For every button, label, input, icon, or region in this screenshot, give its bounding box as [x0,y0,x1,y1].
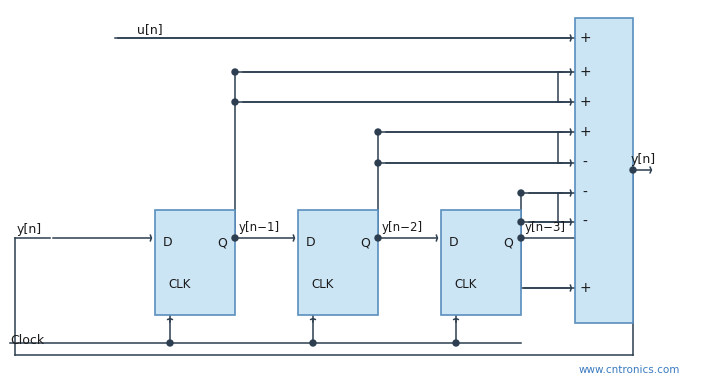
Text: +: + [579,65,591,79]
Circle shape [630,167,636,173]
Circle shape [518,190,524,196]
Text: y[n]: y[n] [630,152,656,165]
Text: u[n]: u[n] [137,24,162,37]
Text: y[n−3]: y[n−3] [525,221,566,234]
Text: +: + [579,31,591,45]
Text: -: - [582,186,587,200]
Text: D: D [449,237,459,250]
Bar [575,18,633,323]
Text: -: - [582,156,587,170]
Text: CLK: CLK [168,279,191,291]
Bar [441,210,521,315]
Bar [155,210,235,315]
Circle shape [518,235,524,241]
Text: -: - [582,215,587,229]
Text: CLK: CLK [311,279,333,291]
Text: CLK: CLK [454,279,477,291]
Text: D: D [306,237,316,250]
Circle shape [375,235,381,241]
Text: +: + [579,95,591,109]
Text: www.cntronics.com: www.cntronics.com [579,365,680,375]
Text: Q: Q [503,237,513,250]
Circle shape [232,99,238,105]
Circle shape [310,340,316,346]
Text: Q: Q [360,237,370,250]
Circle shape [518,219,524,225]
Text: y[n−1]: y[n−1] [239,221,280,234]
Text: y[n−2]: y[n−2] [382,221,423,234]
Circle shape [232,69,238,75]
Text: +: + [579,125,591,139]
Text: +: + [579,281,591,295]
Circle shape [167,340,173,346]
Text: Clock: Clock [10,335,44,347]
Circle shape [375,160,381,166]
Text: D: D [163,237,173,250]
Text: Q: Q [217,237,227,250]
Circle shape [453,340,459,346]
Bar [298,210,378,315]
Circle shape [375,129,381,135]
Text: y[n]: y[n] [17,223,42,235]
Circle shape [232,235,238,241]
